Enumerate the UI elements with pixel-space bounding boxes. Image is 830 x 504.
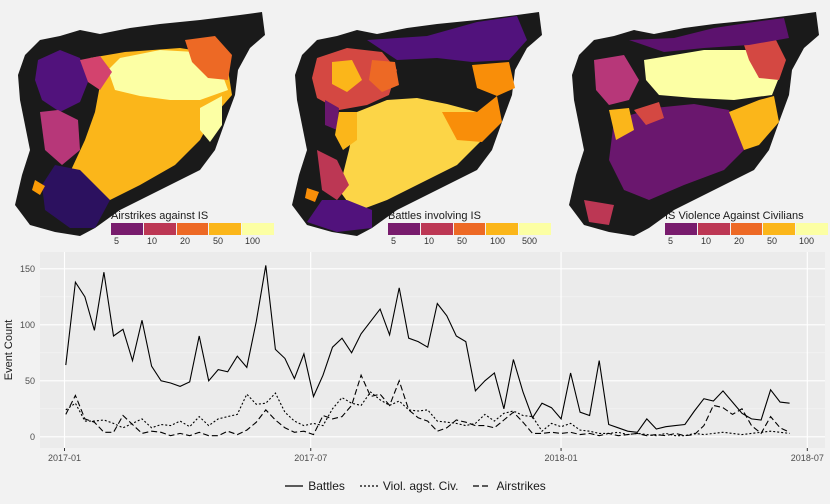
gridlines (40, 252, 825, 448)
event-count-line-chart: 0 50 100 150 2017-01 2017-07 2018-01 2018-07 E… (3, 252, 825, 463)
map-color-scale (665, 223, 829, 235)
scale-swatch (730, 223, 764, 235)
map-legend-title: Battles involving IS (388, 210, 481, 222)
map-legend-title: IS Violence Against Civilians (665, 210, 804, 222)
legend-key (359, 485, 378, 487)
scale-tick: 20 (734, 236, 745, 246)
legend-key (473, 485, 492, 487)
legend-item: Viol. agst. Civ. (359, 479, 459, 493)
x-axis-ticks: 2017-01 2017-07 2018-01 2018-07 (48, 448, 824, 463)
scale-tick: 10 (701, 236, 712, 246)
scale-swatch (388, 223, 421, 235)
map-violence-image (569, 12, 819, 236)
scale-swatch (242, 223, 275, 235)
scale-tick: 500 (522, 236, 538, 246)
legend-key (285, 485, 304, 487)
scale-swatch (486, 223, 520, 235)
x-tick-label: 2017-07 (294, 453, 327, 463)
legend-label: Battles (308, 479, 345, 493)
map-airstrikes-image (15, 12, 265, 236)
scale-swatch (209, 223, 243, 235)
scale-tick: 10 (424, 236, 435, 246)
scale-swatch (796, 223, 829, 235)
scale-swatch (143, 223, 177, 235)
map-color-scale (388, 223, 552, 235)
legend-label: Viol. agst. Civ. (382, 479, 459, 493)
scale-tick: 20 (180, 236, 191, 246)
y-axis-ticks: 0 50 100 150 (20, 264, 35, 442)
map-airstrikes: Airstrikes against IS 5 10 20 50 100 (0, 0, 277, 248)
map-color-scale (111, 223, 275, 235)
y-tick-label: 100 (20, 320, 35, 330)
scale-tick: 100 (490, 236, 506, 246)
x-tick-label: 2017-01 (48, 453, 81, 463)
scale-tick: 5 (114, 236, 120, 246)
scale-tick: 50 (213, 236, 224, 246)
series-line-airstrikes (65, 373, 790, 437)
y-tick-label: 50 (25, 376, 35, 386)
scale-swatch (697, 223, 731, 235)
map-violence-civilians: IS Violence Against Civilians 5 10 20 50… (554, 0, 830, 248)
y-axis-label: Event Count (3, 320, 15, 381)
scale-tick: 5 (668, 236, 674, 246)
legend-item: Airstrikes (472, 479, 546, 493)
x-tick-label: 2018-01 (545, 453, 578, 463)
scale-swatch (519, 223, 552, 235)
scale-swatch (176, 223, 210, 235)
legend-item: Battles (284, 479, 345, 493)
scale-tick: 50 (457, 236, 468, 246)
series-lines (65, 265, 790, 437)
scale-tick: 5 (391, 236, 397, 246)
series-line-battles (65, 265, 790, 433)
chart-legend: Battles Viol. agst. Civ. Airstrikes (0, 476, 830, 496)
scale-swatch (665, 223, 698, 235)
choropleth-maps: Airstrikes against IS 5 10 20 50 100 (0, 0, 830, 248)
scale-swatch (453, 223, 487, 235)
legend-label: Airstrikes (496, 479, 546, 493)
scale-tick: 100 (799, 236, 815, 246)
map-battles-image (292, 12, 542, 236)
y-tick-label: 0 (30, 432, 35, 442)
map-legend-title: Airstrikes against IS (111, 210, 209, 222)
scale-tick: 10 (147, 236, 158, 246)
scale-swatch (111, 223, 144, 235)
x-tick-label: 2018-07 (791, 453, 824, 463)
y-tick-label: 150 (20, 264, 35, 274)
scale-tick: 100 (245, 236, 261, 246)
scale-swatch (763, 223, 797, 235)
scale-swatch (420, 223, 454, 235)
map-battles: Battles involving IS 5 10 50 100 500 (277, 0, 554, 248)
scale-tick: 50 (767, 236, 778, 246)
